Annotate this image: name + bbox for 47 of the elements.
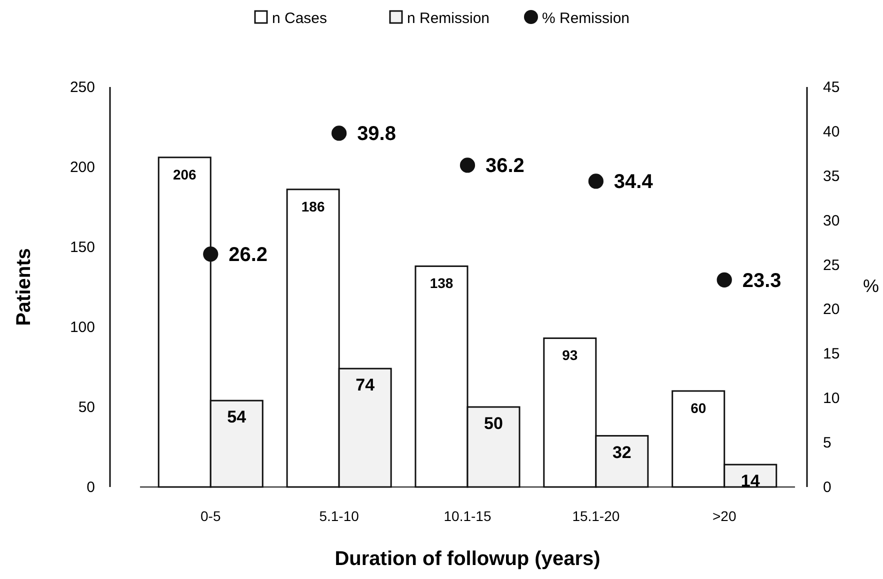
x-axis-title: Duration of followup (years) (334, 548, 600, 570)
data-label: 54 (227, 408, 247, 427)
x-tick-label: 0-5 (200, 508, 221, 524)
y2-tick-label: 25 (823, 256, 840, 274)
x-tick-label: >20 (712, 508, 736, 524)
x-tick-label: 10.1-15 (444, 508, 492, 524)
legend-label: % Remission (542, 10, 630, 27)
data-label: 50 (484, 414, 503, 433)
y2-tick-label: 35 (823, 168, 840, 185)
x-tick-label: 5.1-10 (319, 508, 360, 524)
legend-label: n Cases (272, 10, 328, 27)
data-label: 39.8 (357, 123, 396, 146)
y-tick-label: 150 (70, 239, 95, 256)
data-label: 138 (430, 275, 454, 292)
point (460, 158, 476, 173)
legend-label: n Remission (407, 10, 490, 27)
data-label: 74 (356, 376, 376, 395)
y2-tick-label: 20 (823, 301, 840, 318)
y2-tick-label: 45 (823, 79, 840, 96)
data-label: 206 (172, 166, 197, 182)
point (716, 272, 732, 288)
y2-tick-label: 10 (823, 390, 840, 408)
data-label: 26.2 (228, 244, 268, 266)
data-label: 60 (690, 400, 706, 416)
y2-tick-label: 5 (823, 434, 832, 452)
y2-tick-label: 30 (823, 212, 840, 230)
y-tick-label: 50 (78, 399, 95, 416)
point (588, 174, 604, 189)
y-tick-label: 250 (70, 79, 95, 96)
data-label: 34.4 (614, 171, 654, 194)
data-label: 23.3 (742, 270, 782, 292)
data-label: 93 (562, 347, 578, 364)
y-tick-label: 0 (86, 479, 95, 496)
y2-tick-label: 40 (823, 123, 840, 140)
y2-tick-label: 0 (823, 479, 832, 496)
x-tick-label: 15.1-20 (572, 508, 620, 524)
y-tick-label: 100 (70, 319, 95, 336)
point (332, 126, 347, 141)
y2-axis-title: % (863, 276, 880, 296)
data-label: 14 (740, 472, 760, 491)
data-label: 32 (612, 442, 632, 462)
y-tick-label: 200 (70, 159, 95, 176)
data-label: 36.2 (486, 155, 524, 178)
y2-tick-label: 15 (823, 346, 840, 363)
data-label: 186 (301, 198, 325, 214)
y-axis-title: Patients (13, 248, 35, 326)
point (203, 246, 218, 262)
